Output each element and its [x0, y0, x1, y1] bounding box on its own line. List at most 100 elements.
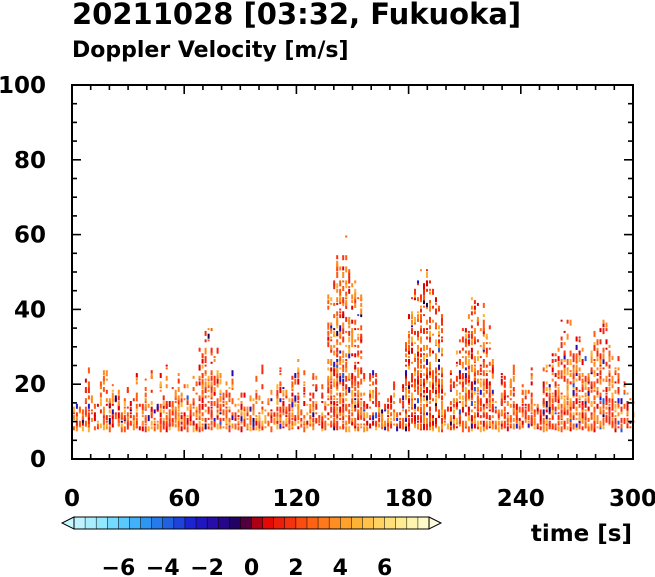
echo-cell — [435, 359, 437, 362]
echo-cell — [354, 417, 357, 421]
echo-cell — [210, 375, 213, 381]
echo-cell — [617, 373, 620, 379]
echo-cell — [354, 401, 357, 405]
echo-cell — [387, 403, 390, 409]
echo-cell — [348, 336, 351, 340]
echo-cell — [470, 325, 473, 329]
echo-cell — [339, 294, 342, 298]
echo-cell — [470, 353, 473, 360]
echo-cell — [626, 417, 629, 421]
echo-cell — [488, 361, 491, 366]
echo-cell — [423, 283, 425, 290]
echo-cell — [198, 409, 201, 414]
echo-cell — [105, 398, 108, 403]
echo-cell — [327, 381, 330, 386]
echo-cell — [96, 423, 99, 427]
echo-cell — [213, 417, 216, 421]
echo-cell — [393, 417, 396, 421]
echo-cell — [324, 401, 327, 406]
echo-cell — [467, 384, 470, 387]
echo-cell — [408, 344, 410, 351]
echo-cell — [375, 373, 378, 377]
echo-cell — [488, 398, 491, 403]
echo-cell — [363, 378, 366, 382]
echo-cell — [470, 333, 473, 339]
echo-cell — [426, 398, 428, 404]
colorbar-tick-label: 6 — [377, 556, 392, 577]
echo-cell — [611, 420, 614, 427]
echo-cell — [405, 387, 407, 390]
echo-cell — [348, 286, 351, 288]
echo-cell — [336, 373, 339, 378]
echo-cell — [614, 415, 617, 418]
echo-cell — [327, 403, 330, 406]
echo-cell — [363, 412, 366, 419]
echo-cell — [417, 347, 419, 352]
echo-cell — [608, 387, 611, 391]
echo-cell — [324, 415, 327, 419]
echo-cell — [593, 423, 596, 429]
echo-cell — [548, 417, 551, 420]
echo-cell — [390, 412, 393, 417]
echo-cell — [249, 426, 252, 432]
echo-cell — [168, 401, 171, 407]
echo-cell — [479, 415, 482, 419]
echo-cell — [423, 344, 425, 351]
echo-cell — [258, 423, 261, 429]
echo-cell — [204, 395, 207, 399]
echo-cell — [467, 356, 470, 359]
echo-cell — [473, 370, 476, 377]
echo-cell — [150, 420, 153, 426]
echo-cell — [443, 420, 446, 423]
echo-cell — [485, 370, 488, 373]
echo-cell — [354, 288, 357, 293]
echo-cell — [599, 328, 602, 333]
echo-cell — [417, 420, 419, 423]
echo-cell — [414, 387, 416, 390]
echo-cell — [264, 420, 267, 424]
echo-cell — [234, 403, 237, 407]
echo-cell — [479, 398, 482, 404]
echo-cell — [354, 426, 357, 432]
echo-cell — [411, 373, 413, 376]
echo-cell — [408, 330, 410, 333]
echo-cell — [596, 339, 599, 346]
echo-cell — [602, 378, 605, 382]
echo-cell — [120, 426, 123, 433]
echo-cell — [309, 392, 312, 396]
echo-cell — [411, 415, 413, 418]
echo-cell — [590, 359, 593, 363]
echo-cell — [566, 401, 569, 405]
echo-cell — [467, 370, 470, 376]
echo-cell — [384, 403, 387, 410]
echo-cell — [342, 280, 345, 283]
echo-cell — [417, 423, 419, 430]
echo-cell — [330, 370, 333, 377]
echo-cell — [174, 415, 177, 420]
echo-cell — [111, 423, 114, 428]
echo-cell — [297, 395, 300, 401]
echo-cell — [294, 417, 297, 421]
echo-cell — [575, 344, 578, 350]
echo-cell — [102, 406, 105, 413]
echo-cell — [357, 314, 360, 317]
echo-cell — [240, 412, 243, 417]
echo-cell — [542, 409, 545, 415]
echo-cell — [339, 375, 342, 382]
x-axis-label: time [s] — [531, 521, 632, 547]
echo-cell — [336, 392, 339, 396]
echo-cell — [357, 398, 360, 402]
echo-cell — [539, 426, 542, 431]
echo-cell — [599, 359, 602, 365]
echo-cell — [435, 308, 437, 315]
echo-cell — [285, 415, 288, 418]
echo-cell — [195, 392, 198, 395]
echo-cell — [201, 412, 204, 417]
echo-cell — [327, 395, 330, 398]
echo-cell — [405, 375, 407, 379]
echo-cell — [405, 359, 407, 362]
echo-cell — [536, 406, 539, 412]
echo-cell — [186, 406, 189, 411]
echo-cell — [201, 423, 204, 426]
echo-cell — [300, 409, 303, 416]
